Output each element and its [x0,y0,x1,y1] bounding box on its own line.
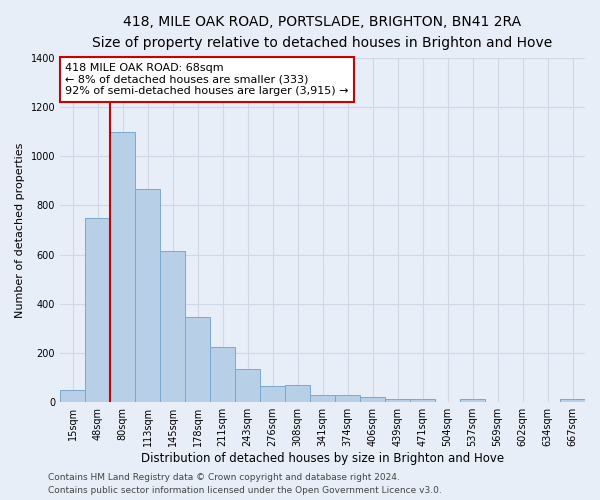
Y-axis label: Number of detached properties: Number of detached properties [15,142,25,318]
Bar [235,369,260,402]
Bar [210,347,235,402]
Bar [335,395,360,402]
X-axis label: Distribution of detached houses by size in Brighton and Hove: Distribution of detached houses by size … [141,452,504,465]
Bar [410,398,435,402]
Title: 418, MILE OAK ROAD, PORTSLADE, BRIGHTON, BN41 2RA
Size of property relative to d: 418, MILE OAK ROAD, PORTSLADE, BRIGHTON,… [92,15,553,50]
Bar [310,395,335,402]
Bar [360,397,385,402]
Bar [260,386,285,402]
Bar [385,398,410,402]
Bar [460,400,485,402]
Bar [185,318,210,402]
Text: 418 MILE OAK ROAD: 68sqm
← 8% of detached houses are smaller (333)
92% of semi-d: 418 MILE OAK ROAD: 68sqm ← 8% of detache… [65,63,349,96]
Bar [135,190,160,402]
Bar [110,132,135,402]
Bar [160,251,185,402]
Text: Contains HM Land Registry data © Crown copyright and database right 2024.
Contai: Contains HM Land Registry data © Crown c… [48,474,442,495]
Bar [60,390,85,402]
Bar [285,385,310,402]
Bar [560,400,585,402]
Bar [85,218,110,402]
